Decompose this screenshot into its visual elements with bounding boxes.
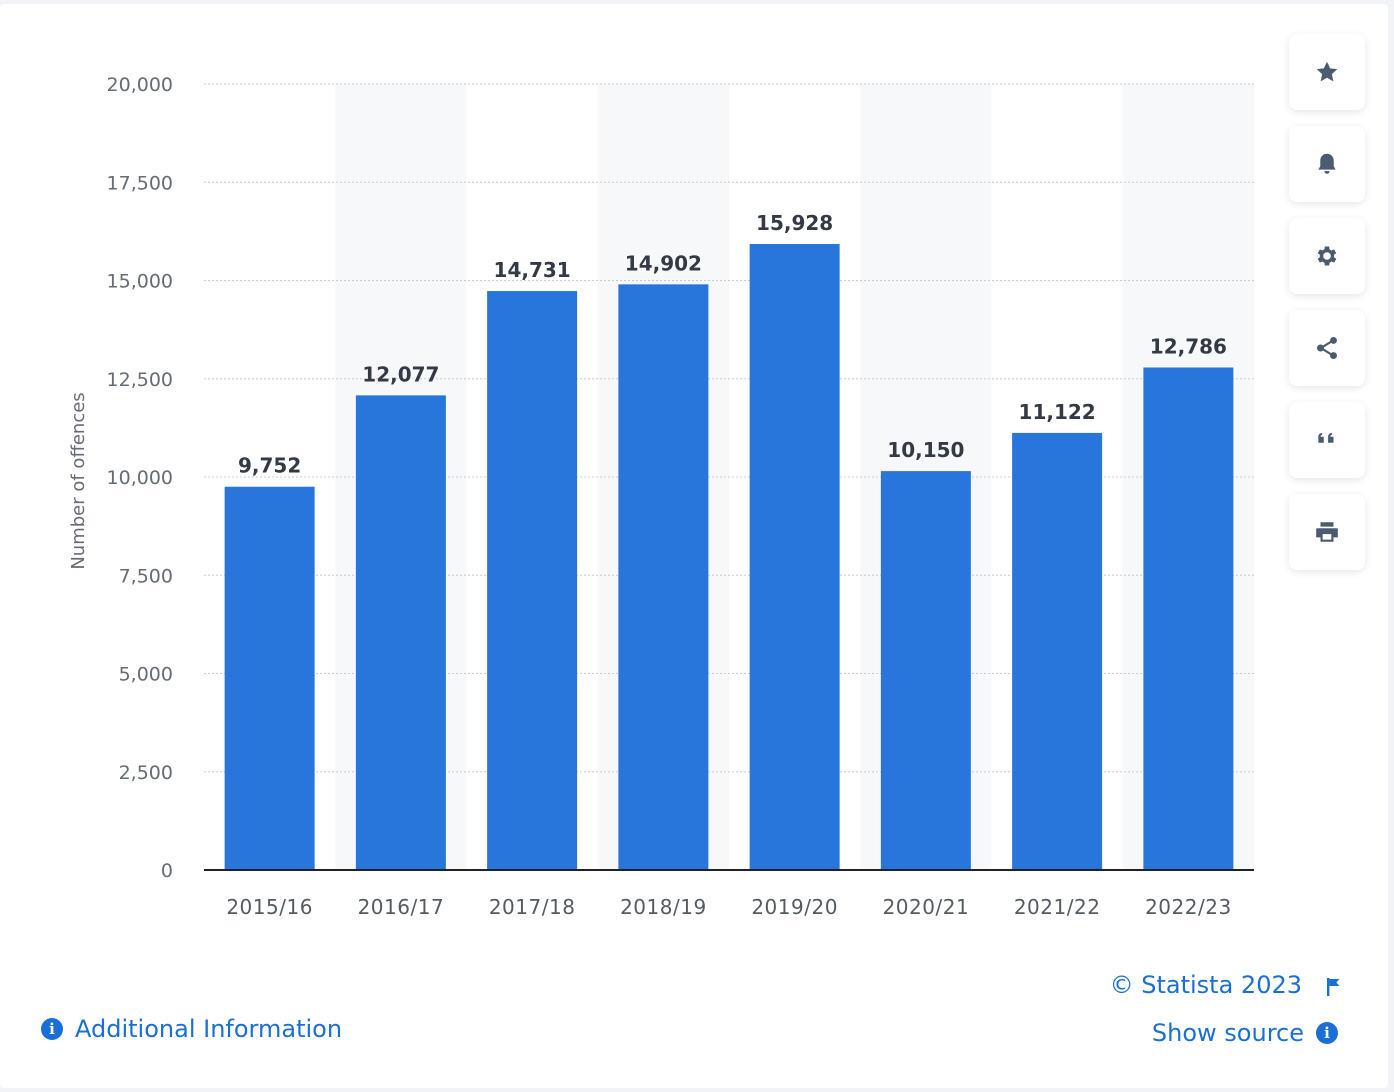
chart-card: 0 2,500 5,000 7,500 10,000 12,500 15,000 17,500… xyxy=(0,4,1388,1088)
chart-toolbar xyxy=(1289,34,1365,586)
bar[interactable] xyxy=(487,291,578,871)
info-icon: i xyxy=(41,1018,63,1040)
settings-button[interactable] xyxy=(1289,218,1365,294)
notification-button[interactable] xyxy=(1289,126,1365,202)
data-label: 14,731 xyxy=(494,258,571,282)
share-button[interactable] xyxy=(1289,310,1365,386)
x-tick-label: 2017/18 xyxy=(489,895,576,919)
y-tick-label: 17,500 xyxy=(107,172,173,194)
bar[interactable] xyxy=(1143,367,1234,870)
favorite-button[interactable] xyxy=(1289,34,1365,110)
y-tick-label: 12,500 xyxy=(107,369,173,391)
show-source-link[interactable]: Show source i xyxy=(1152,1019,1338,1047)
bar[interactable] xyxy=(618,284,709,870)
data-label: 15,928 xyxy=(756,211,833,235)
data-label: 11,122 xyxy=(1019,400,1096,424)
data-label: 9,752 xyxy=(238,454,301,478)
info-icon: i xyxy=(1316,1022,1338,1044)
copyright-text[interactable]: © Statista 2023 xyxy=(1109,971,1302,999)
y-tick-label: 0 xyxy=(161,860,173,882)
x-tick-label: 2016/17 xyxy=(358,895,445,919)
y-tick-label: 5,000 xyxy=(119,664,173,686)
data-label: 12,077 xyxy=(362,362,439,386)
flag-icon[interactable] xyxy=(1325,977,1341,997)
x-tick-label: 2021/22 xyxy=(1014,895,1101,919)
additional-information-label: Additional Information xyxy=(75,1015,343,1043)
gear-icon xyxy=(1317,246,1337,266)
bar[interactable] xyxy=(880,471,971,870)
bar[interactable] xyxy=(355,395,446,870)
star-icon xyxy=(1316,61,1338,82)
show-source-label: Show source xyxy=(1151,1019,1304,1047)
additional-information-link[interactable]: i Additional Information xyxy=(41,1015,342,1043)
data-label: 10,150 xyxy=(887,438,964,462)
share-icon xyxy=(1317,336,1337,360)
y-axis-title: Number of offences xyxy=(68,392,89,569)
cite-button[interactable] xyxy=(1289,402,1365,478)
y-tick-label: 2,500 xyxy=(119,762,173,784)
data-label: 14,902 xyxy=(625,251,702,275)
x-tick-label: 2020/21 xyxy=(883,895,970,919)
bar[interactable] xyxy=(224,486,315,870)
data-label: 12,786 xyxy=(1150,335,1227,359)
x-tick-label: 2015/16 xyxy=(226,895,313,919)
x-tick-label: 2018/19 xyxy=(620,895,707,919)
y-tick-label: 7,500 xyxy=(119,565,173,587)
print-icon xyxy=(1316,522,1338,542)
bell-icon xyxy=(1318,153,1336,174)
bar[interactable] xyxy=(1012,432,1103,870)
x-tick-label: 2022/23 xyxy=(1145,895,1232,919)
bar-chart: 0 2,500 5,000 7,500 10,000 12,500 15,000 17,500… xyxy=(68,74,1254,919)
quote-icon xyxy=(1318,432,1334,443)
bar[interactable] xyxy=(749,244,840,870)
y-tick-label: 20,000 xyxy=(107,74,173,96)
print-button[interactable] xyxy=(1289,494,1365,570)
y-tick-label: 15,000 xyxy=(107,271,173,293)
x-tick-label: 2019/20 xyxy=(751,895,838,919)
y-tick-label: 10,000 xyxy=(107,467,173,489)
